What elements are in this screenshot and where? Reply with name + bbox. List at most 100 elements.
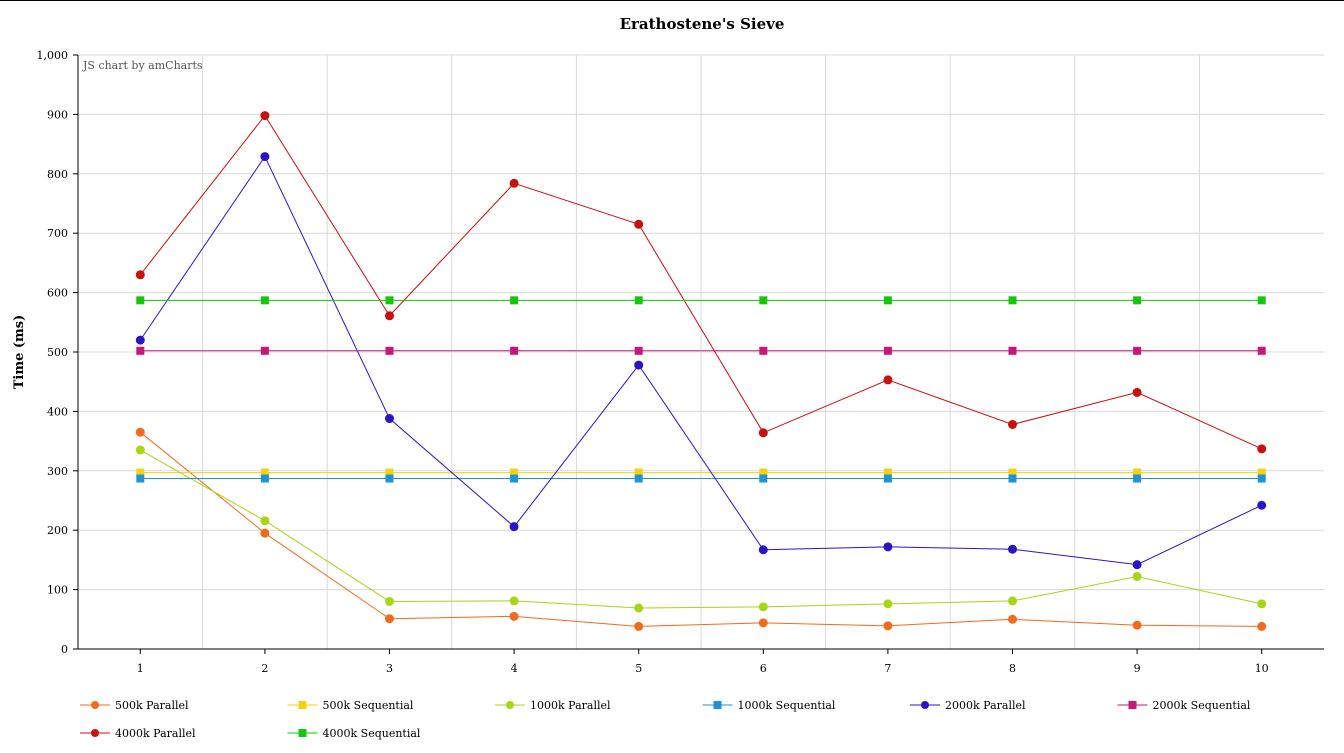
data-point [634, 603, 644, 613]
data-point [260, 468, 269, 477]
legend-item[interactable]: 500k Parallel [80, 699, 189, 712]
data-point [883, 474, 892, 483]
series-4000k-parallel [135, 111, 1267, 454]
data-point [385, 296, 394, 305]
data-point [260, 346, 269, 355]
data-point [1132, 572, 1142, 582]
data-point [1008, 346, 1017, 355]
data-point [1133, 346, 1142, 355]
legend-marker [921, 701, 929, 709]
legend-marker [91, 729, 99, 737]
data-point [1257, 444, 1267, 454]
data-point [758, 602, 768, 612]
data-point [1257, 500, 1267, 510]
legend-label: 1000k Sequential [738, 699, 836, 712]
series-500k-sequential [136, 468, 1266, 477]
legend[interactable]: 500k Parallel 500k Sequential 1000k Parall… [80, 699, 1251, 740]
data-point [1257, 296, 1266, 305]
legend-marker [1128, 701, 1137, 709]
y-tick-label: 600 [47, 287, 68, 300]
series-line [139, 155, 1262, 566]
data-point [1008, 544, 1017, 554]
y-tick-label: 400 [47, 405, 68, 418]
data-point [1133, 468, 1142, 477]
data-point [759, 474, 768, 483]
series-1000k-parallel [135, 445, 1267, 613]
y-tick-label: 800 [47, 168, 68, 181]
series-line [139, 431, 1262, 627]
y-tick-label: 700 [47, 227, 68, 240]
y-axis-label: Time (ms) [12, 315, 27, 390]
legend-label: 1000k Parallel [530, 699, 611, 712]
data-point [1257, 474, 1266, 483]
data-point [385, 596, 394, 606]
data-point [136, 474, 145, 483]
data-point [135, 445, 145, 455]
data-point [510, 474, 519, 483]
data-point [509, 522, 519, 532]
legend-marker [713, 701, 722, 709]
data-point [634, 360, 644, 370]
data-point [385, 474, 394, 483]
data-point [260, 152, 270, 162]
series-line [140, 449, 1262, 609]
data-point [1257, 621, 1267, 631]
series-1000k-sequential [136, 474, 1266, 483]
data-point [634, 346, 643, 355]
data-point [1132, 560, 1142, 570]
legend-marker [506, 701, 514, 709]
data-point [135, 335, 145, 345]
data-point [385, 414, 394, 424]
y-tick-label: 0 [61, 643, 68, 656]
data-point [634, 219, 644, 229]
x-tick-label: 8 [1009, 662, 1016, 675]
data-point [883, 542, 893, 552]
legend-item[interactable]: 2000k Sequential [1117, 699, 1251, 712]
x-tick-label: 4 [511, 662, 518, 675]
amcharts-credit[interactable]: JS chart by amCharts [82, 59, 203, 72]
legend-item[interactable]: 4000k Parallel [80, 727, 196, 740]
data-point [1132, 620, 1142, 630]
legend-marker [91, 701, 99, 709]
data-point [385, 468, 394, 477]
data-point [136, 346, 145, 355]
data-point [136, 468, 145, 477]
data-point [1133, 474, 1142, 483]
data-point [758, 618, 768, 628]
data-point [1257, 468, 1266, 477]
legend-item[interactable]: 2000k Parallel [910, 699, 1026, 712]
legend-item[interactable]: 1000k Parallel [495, 699, 611, 712]
data-point [1008, 596, 1017, 606]
legend-label: 2000k Parallel [945, 699, 1026, 712]
data-point [883, 621, 893, 631]
data-point [1257, 346, 1266, 355]
data-point [510, 468, 519, 477]
series-2000k-sequential [136, 346, 1266, 355]
data-point [510, 296, 519, 305]
legend-item[interactable]: 500k Sequential [287, 699, 414, 712]
y-tick-label: 200 [47, 524, 68, 537]
legend-item[interactable]: 4000k Sequential [287, 727, 421, 740]
legend-item[interactable]: 1000k Sequential [702, 699, 836, 712]
data-point [883, 346, 892, 355]
y-tick-label: 900 [47, 108, 68, 121]
data-point [758, 428, 768, 438]
x-tick-label: 10 [1255, 662, 1269, 675]
data-point [883, 599, 893, 609]
y-tick-label: 500 [47, 346, 68, 359]
x-tick-label: 3 [386, 662, 393, 675]
data-point [260, 474, 269, 483]
data-point [758, 545, 768, 555]
data-point [135, 270, 145, 280]
series-500k-parallel [135, 427, 1267, 631]
data-point [634, 296, 643, 305]
series-line [139, 114, 1262, 450]
data-point [883, 375, 893, 385]
data-point [509, 611, 519, 621]
x-tick-label: 9 [1134, 662, 1141, 675]
data-point [509, 178, 519, 188]
data-point [634, 474, 643, 483]
legend-marker [298, 701, 307, 709]
axes: 0 100 200 300 400 500 600 700 800 900 1,000 1 2 3 4 5 6 7… [37, 49, 1324, 675]
data-point [385, 346, 394, 355]
